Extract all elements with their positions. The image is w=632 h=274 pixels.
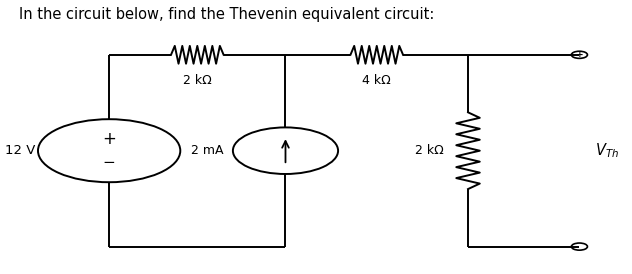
Text: 4 kΩ: 4 kΩ: [362, 74, 391, 87]
Text: 2 kΩ: 2 kΩ: [183, 74, 212, 87]
Text: −: −: [103, 155, 116, 170]
Text: +: +: [102, 130, 116, 148]
Text: 2 kΩ: 2 kΩ: [415, 144, 444, 157]
Text: 12 V: 12 V: [4, 144, 35, 157]
Text: $V_{Th}$: $V_{Th}$: [595, 141, 619, 160]
Text: 2 mA: 2 mA: [191, 144, 224, 157]
Text: In the circuit below, find the Thevenin equivalent circuit:: In the circuit below, find the Thevenin …: [20, 7, 435, 22]
Text: +: +: [576, 50, 583, 59]
